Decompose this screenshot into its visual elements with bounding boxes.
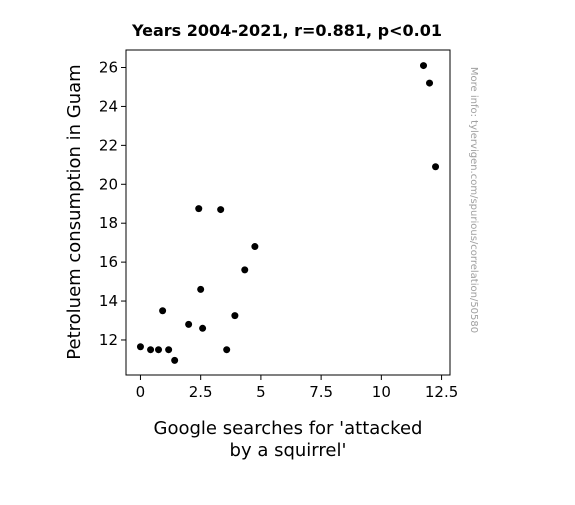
data-point	[241, 266, 249, 274]
x-tick-label: 12.5	[425, 383, 458, 401]
data-point	[231, 312, 239, 320]
data-point	[185, 320, 193, 328]
data-point	[195, 205, 203, 213]
data-point	[251, 243, 259, 251]
y-tick-label: 12	[99, 331, 118, 349]
data-point	[420, 62, 428, 70]
data-point	[147, 346, 155, 354]
x-tick-label: 2.5	[189, 383, 213, 401]
x-tick-label: 0	[136, 383, 146, 401]
data-point	[197, 285, 205, 293]
data-point	[432, 163, 440, 171]
data-point	[159, 307, 167, 315]
data-point	[199, 324, 207, 332]
data-point	[171, 356, 179, 364]
chart-title: Years 2004-2021, r=0.881, p<0.01	[131, 21, 442, 40]
x-tick-label: 5	[256, 383, 266, 401]
y-tick-label: 16	[99, 253, 118, 271]
y-tick-label: 24	[99, 97, 118, 115]
data-point	[426, 79, 434, 87]
y-axis-label: Petroluem consumption in Guam	[64, 64, 85, 359]
plot-area: 0 2.5 5 7.5 10 12.5 12 14 16 18 20 22 24 26	[99, 49, 458, 401]
y-tick-label: 14	[99, 292, 118, 310]
plot-frame	[125, 49, 451, 376]
data-point	[136, 343, 144, 351]
x-tick-label: 7.5	[309, 383, 333, 401]
y-tick-label: 26	[99, 59, 118, 77]
data-point	[223, 346, 231, 354]
y-tick-label: 18	[99, 214, 118, 232]
data-point	[155, 346, 163, 354]
data-point	[165, 346, 173, 354]
y-tick-label: 20	[99, 175, 118, 193]
watermark-text: More info: tylervigen.com/spurious/corre…	[468, 67, 479, 333]
data-point	[217, 206, 225, 214]
y-tick-label: 22	[99, 136, 118, 154]
x-tick-label: 10	[372, 383, 391, 401]
x-axis-label-line-1: Google searches for 'attacked	[154, 418, 423, 439]
x-axis-label-line-2: by a squirrel'	[230, 440, 347, 461]
